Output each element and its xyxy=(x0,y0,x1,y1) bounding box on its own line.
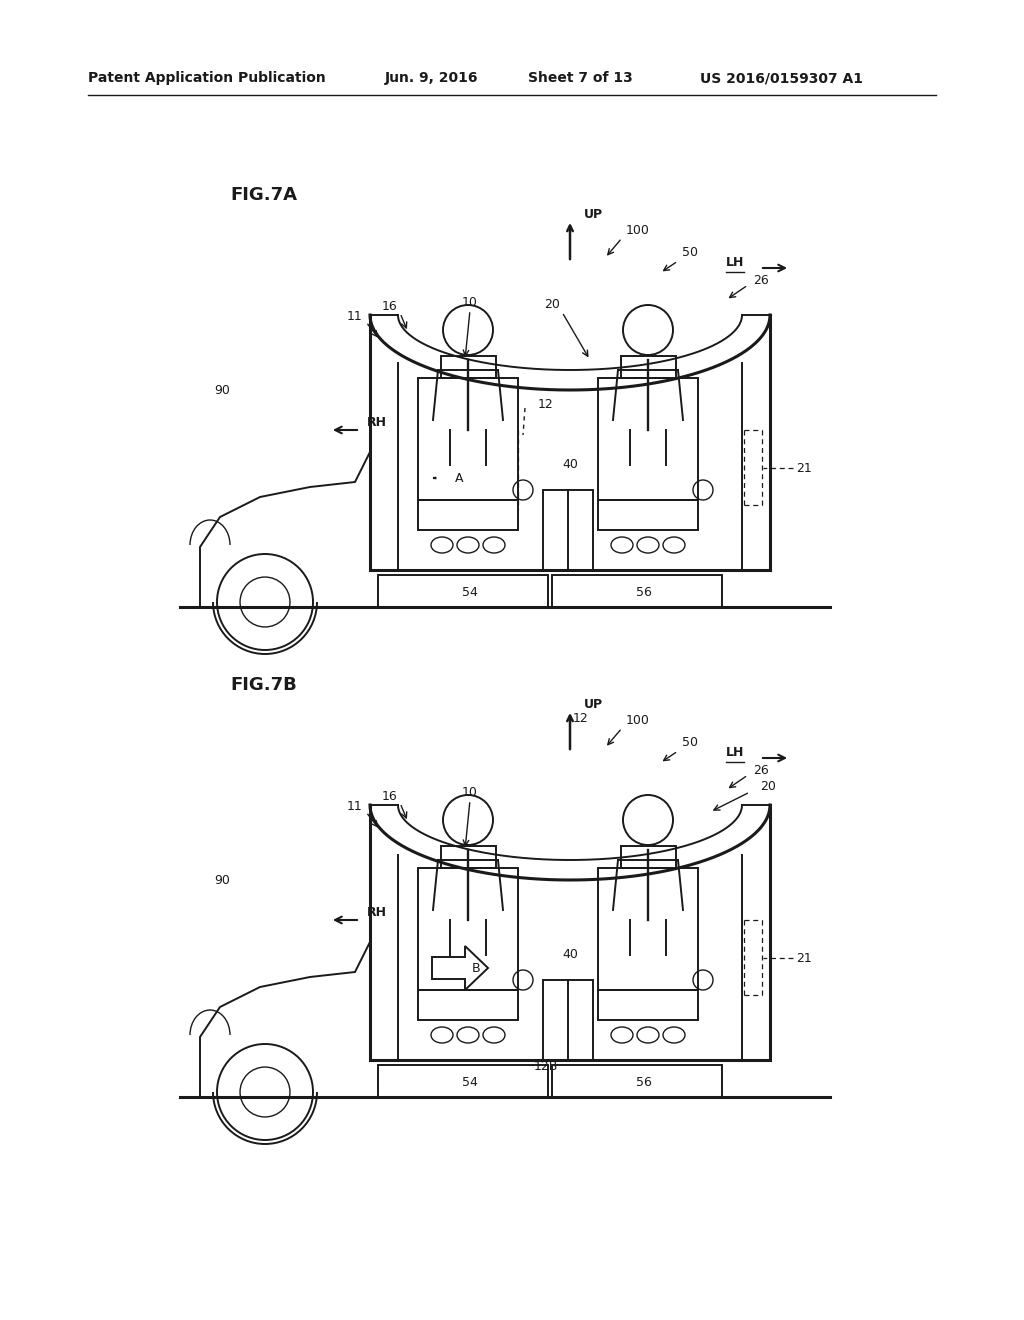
Bar xyxy=(598,990,698,1020)
Text: 90: 90 xyxy=(214,384,230,396)
Text: RH: RH xyxy=(367,907,387,920)
Bar xyxy=(598,500,698,531)
Text: 21: 21 xyxy=(796,462,812,474)
Bar xyxy=(598,869,698,990)
Bar xyxy=(621,846,676,869)
Text: 20: 20 xyxy=(760,780,776,792)
Bar xyxy=(418,869,518,990)
Bar xyxy=(418,990,518,1020)
Bar xyxy=(552,576,722,607)
Text: 12: 12 xyxy=(538,399,554,412)
Text: 100: 100 xyxy=(626,714,650,726)
Text: Sheet 7 of 13: Sheet 7 of 13 xyxy=(528,71,633,84)
Text: 54: 54 xyxy=(462,586,478,598)
Text: 10: 10 xyxy=(462,296,478,309)
Text: 26: 26 xyxy=(753,275,769,288)
Bar xyxy=(378,1065,548,1097)
Text: 11: 11 xyxy=(347,800,362,813)
Text: UP: UP xyxy=(584,207,603,220)
Text: 12B: 12B xyxy=(534,1060,558,1072)
Bar xyxy=(543,490,593,570)
Text: FIG.7A: FIG.7A xyxy=(230,186,297,205)
Bar xyxy=(441,846,496,869)
Text: B: B xyxy=(472,961,480,974)
Text: US 2016/0159307 A1: US 2016/0159307 A1 xyxy=(700,71,863,84)
Text: FIG.7B: FIG.7B xyxy=(230,676,297,694)
Text: 16: 16 xyxy=(382,301,398,314)
Bar xyxy=(621,356,676,378)
Text: UP: UP xyxy=(584,697,603,710)
Text: 90: 90 xyxy=(214,874,230,887)
Text: 11: 11 xyxy=(347,310,362,323)
Text: 56: 56 xyxy=(636,1076,652,1089)
Bar xyxy=(418,378,518,500)
Text: RH: RH xyxy=(367,417,387,429)
Text: 20: 20 xyxy=(544,298,560,312)
Bar xyxy=(378,576,548,607)
Text: 26: 26 xyxy=(753,764,769,777)
Text: 40: 40 xyxy=(562,458,578,471)
Text: LH: LH xyxy=(726,746,744,759)
Text: LH: LH xyxy=(726,256,744,268)
Text: 21: 21 xyxy=(796,952,812,965)
Bar xyxy=(552,1065,722,1097)
Text: 56: 56 xyxy=(636,586,652,598)
Text: 54: 54 xyxy=(462,1076,478,1089)
Text: A: A xyxy=(455,471,464,484)
Bar xyxy=(543,979,593,1060)
Text: 50: 50 xyxy=(682,737,698,750)
Text: 12: 12 xyxy=(573,711,589,725)
Text: 50: 50 xyxy=(682,247,698,260)
Bar xyxy=(441,356,496,378)
Text: 10: 10 xyxy=(462,785,478,799)
Bar xyxy=(418,500,518,531)
Text: 100: 100 xyxy=(626,223,650,236)
Text: 16: 16 xyxy=(382,791,398,804)
Text: Jun. 9, 2016: Jun. 9, 2016 xyxy=(385,71,478,84)
Text: Patent Application Publication: Patent Application Publication xyxy=(88,71,326,84)
Text: 40: 40 xyxy=(562,949,578,961)
Bar xyxy=(598,378,698,500)
